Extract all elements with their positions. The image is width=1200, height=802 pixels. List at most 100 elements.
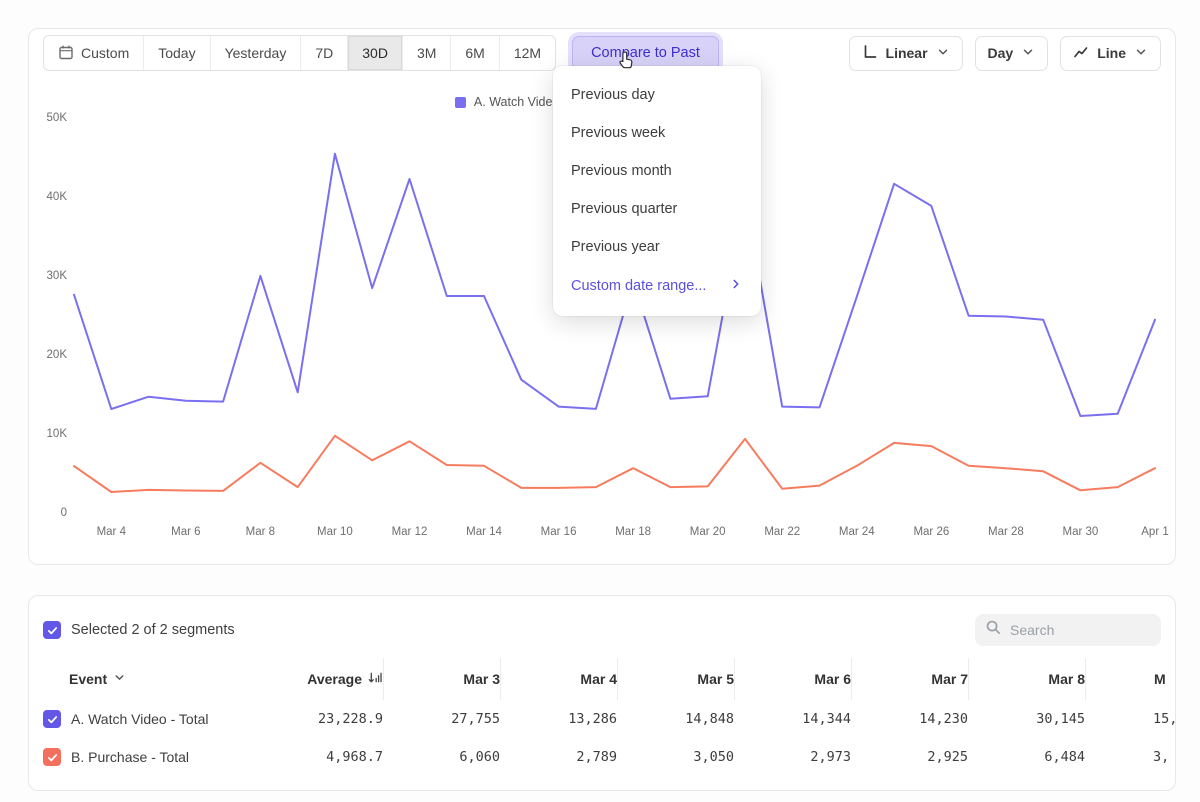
y-axis-label: 20K xyxy=(29,349,67,361)
x-axis-label: Mar 10 xyxy=(317,526,353,538)
table-cell: 27,755 xyxy=(383,711,500,727)
table-row-purchase: B. Purchase - Total 4,968.7 6,060 2,789 … xyxy=(29,738,1175,776)
table-row-watch-video: A. Watch Video - Total 23,228.9 27,755 1… xyxy=(29,700,1175,738)
column-header-label: Event xyxy=(69,671,107,687)
menu-item-previous-quarter[interactable]: Previous quarter xyxy=(553,190,761,228)
row-label-cell: A. Watch Video - Total xyxy=(43,710,283,728)
y-axis-label: 30K xyxy=(29,270,67,282)
scale-label: Linear xyxy=(886,45,928,61)
column-header-label: M xyxy=(1154,671,1166,687)
column-header-label: Mar 6 xyxy=(814,671,851,687)
preset-12m[interactable]: 12M xyxy=(499,36,555,70)
segment-name: A. Watch Video - Total xyxy=(71,711,208,727)
line-chart-icon xyxy=(1073,44,1089,63)
x-axis-label: Mar 6 xyxy=(171,526,200,538)
y-axis-label: 50K xyxy=(29,112,67,124)
preset-label: Yesterday xyxy=(225,45,287,61)
column-header-truncated[interactable]: M xyxy=(1085,658,1176,700)
column-header-mar-6[interactable]: Mar 6 xyxy=(734,658,851,700)
menu-item-previous-month[interactable]: Previous month xyxy=(553,152,761,190)
series-line xyxy=(74,436,1155,492)
row-checkbox-purchase[interactable] xyxy=(43,748,61,766)
table-cell-average: 23,228.9 xyxy=(283,711,383,727)
column-header-mar-8[interactable]: Mar 8 xyxy=(968,658,1085,700)
column-header-event[interactable]: Event xyxy=(43,658,283,700)
search-icon xyxy=(985,619,1002,641)
column-header-mar-4[interactable]: Mar 4 xyxy=(500,658,617,700)
calendar-icon xyxy=(58,44,74,63)
column-header-label: Mar 3 xyxy=(463,671,500,687)
chart-type-label: Line xyxy=(1097,45,1126,61)
interval-select[interactable]: Day xyxy=(975,36,1049,71)
menu-item-previous-day[interactable]: Previous day xyxy=(553,76,761,114)
preset-30d[interactable]: 30D xyxy=(347,36,402,70)
cursor-pointer xyxy=(616,50,636,77)
column-header-mar-3[interactable]: Mar 3 xyxy=(383,658,500,700)
select-all-checkbox[interactable] xyxy=(43,621,61,639)
menu-item-previous-year[interactable]: Previous year xyxy=(553,228,761,266)
table-cell: 2,789 xyxy=(500,749,617,765)
chevron-down-icon xyxy=(1021,45,1035,62)
y-axis-label: 10K xyxy=(29,428,67,440)
row-checkbox-watch-video[interactable] xyxy=(43,710,61,728)
column-header-label: Mar 5 xyxy=(697,671,734,687)
segments-card: Selected 2 of 2 segments Event Average M… xyxy=(28,595,1176,791)
x-axis-label: Mar 30 xyxy=(1063,526,1099,538)
legend-swatch-purple xyxy=(455,97,466,108)
column-header-label: Mar 7 xyxy=(931,671,968,687)
table-cell-average: 4,968.7 xyxy=(283,749,383,765)
scale-select[interactable]: Linear xyxy=(849,36,963,71)
preset-label: Today xyxy=(158,45,195,61)
selected-count-text: Selected 2 of 2 segments xyxy=(71,622,235,638)
menu-item-previous-week[interactable]: Previous week xyxy=(553,114,761,152)
y-axis-label: 40K xyxy=(29,191,67,203)
table-header-row: Event Average Mar 3 Mar 4 Mar 5 Mar 6 Ma… xyxy=(29,658,1175,700)
preset-yesterday[interactable]: Yesterday xyxy=(210,36,301,70)
row-label-cell: B. Purchase - Total xyxy=(43,748,283,766)
preset-3m[interactable]: 3M xyxy=(402,36,450,70)
preset-today[interactable]: Today xyxy=(143,36,209,70)
chevron-down-icon xyxy=(936,45,950,62)
search-input[interactable] xyxy=(1010,622,1151,638)
compare-menu: Previous day Previous week Previous mont… xyxy=(553,66,761,316)
x-axis-label: Mar 14 xyxy=(466,526,502,538)
preset-6m[interactable]: 6M xyxy=(450,36,498,70)
y-axis-label: 0 xyxy=(29,507,67,519)
x-axis-label: Mar 24 xyxy=(839,526,875,538)
column-header-average[interactable]: Average xyxy=(283,658,383,700)
table-cell-truncated: 15, xyxy=(1085,711,1176,727)
chart-type-select[interactable]: Line xyxy=(1060,36,1161,71)
table-cell: 2,973 xyxy=(734,749,851,765)
x-axis-label: Mar 28 xyxy=(988,526,1024,538)
toolbar-right: Linear Day Line xyxy=(849,36,1161,71)
x-axis-label: Mar 4 xyxy=(97,526,126,538)
preset-label: 7D xyxy=(315,45,333,61)
menu-item-custom-date-range[interactable]: Custom date range... xyxy=(553,266,761,306)
table-cell-truncated: 3, xyxy=(1085,749,1176,765)
table-cell: 30,145 xyxy=(968,711,1085,727)
table-cell: 14,344 xyxy=(734,711,851,727)
column-header-mar-5[interactable]: Mar 5 xyxy=(617,658,734,700)
table-cell: 13,286 xyxy=(500,711,617,727)
sort-icon xyxy=(368,671,383,688)
x-axis-label: Mar 18 xyxy=(615,526,651,538)
interval-label: Day xyxy=(988,45,1014,61)
preset-label: 30D xyxy=(362,45,388,61)
chevron-right-icon xyxy=(729,277,743,295)
table-cell: 14,230 xyxy=(851,711,968,727)
table-cell: 2,925 xyxy=(851,749,968,765)
segments-header: Selected 2 of 2 segments xyxy=(29,596,1175,646)
x-axis-label: Mar 16 xyxy=(541,526,577,538)
date-range-control: Custom Today Yesterday 7D 30D 3M 6M 12M xyxy=(43,35,556,71)
column-header-label: Average xyxy=(307,671,362,687)
column-header-label: Mar 4 xyxy=(580,671,617,687)
table-cell: 14,848 xyxy=(617,711,734,727)
column-header-mar-7[interactable]: Mar 7 xyxy=(851,658,968,700)
axes-icon xyxy=(862,44,878,63)
custom-date-range-label: Custom date range... xyxy=(571,278,706,294)
date-range-custom-button[interactable]: Custom xyxy=(44,36,143,70)
preset-7d[interactable]: 7D xyxy=(300,36,347,70)
x-axis-label: Mar 22 xyxy=(764,526,800,538)
column-header-label: Mar 8 xyxy=(1048,671,1085,687)
table-cell: 3,050 xyxy=(617,749,734,765)
